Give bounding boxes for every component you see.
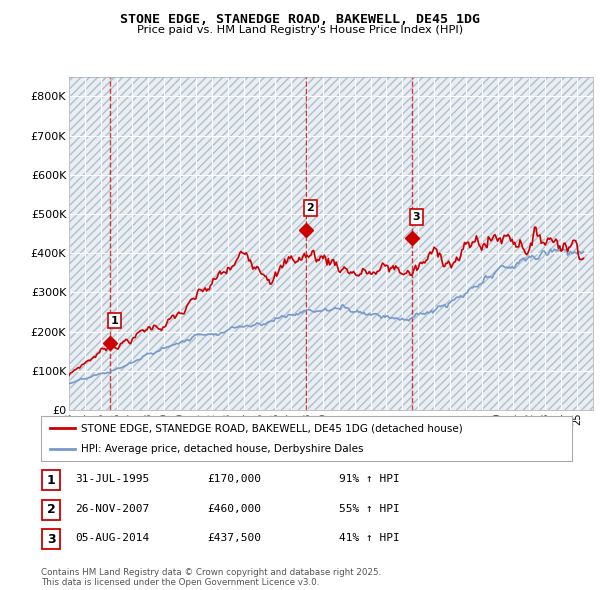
Text: 1: 1 <box>47 474 55 487</box>
Text: 2: 2 <box>307 203 314 213</box>
Text: 26-NOV-2007: 26-NOV-2007 <box>75 504 149 513</box>
Text: £460,000: £460,000 <box>207 504 261 513</box>
FancyBboxPatch shape <box>41 500 61 520</box>
FancyBboxPatch shape <box>41 529 61 549</box>
Text: 05-AUG-2014: 05-AUG-2014 <box>75 533 149 543</box>
Text: STONE EDGE, STANEDGE ROAD, BAKEWELL, DE45 1DG (detached house): STONE EDGE, STANEDGE ROAD, BAKEWELL, DE4… <box>80 423 463 433</box>
Bar <box>69 77 593 410</box>
Text: 2: 2 <box>47 503 55 516</box>
FancyBboxPatch shape <box>41 470 61 490</box>
Text: 91% ↑ HPI: 91% ↑ HPI <box>339 474 400 484</box>
Text: Price paid vs. HM Land Registry's House Price Index (HPI): Price paid vs. HM Land Registry's House … <box>137 25 463 35</box>
FancyBboxPatch shape <box>41 416 572 461</box>
Text: 1: 1 <box>111 316 119 326</box>
Text: HPI: Average price, detached house, Derbyshire Dales: HPI: Average price, detached house, Derb… <box>80 444 363 454</box>
Text: 3: 3 <box>47 533 55 546</box>
Text: STONE EDGE, STANEDGE ROAD, BAKEWELL, DE45 1DG: STONE EDGE, STANEDGE ROAD, BAKEWELL, DE4… <box>120 13 480 26</box>
Text: 31-JUL-1995: 31-JUL-1995 <box>75 474 149 484</box>
Text: 41% ↑ HPI: 41% ↑ HPI <box>339 533 400 543</box>
Text: £170,000: £170,000 <box>207 474 261 484</box>
Text: 55% ↑ HPI: 55% ↑ HPI <box>339 504 400 513</box>
Text: £437,500: £437,500 <box>207 533 261 543</box>
Text: 3: 3 <box>413 212 420 222</box>
Text: Contains HM Land Registry data © Crown copyright and database right 2025.
This d: Contains HM Land Registry data © Crown c… <box>41 568 381 587</box>
